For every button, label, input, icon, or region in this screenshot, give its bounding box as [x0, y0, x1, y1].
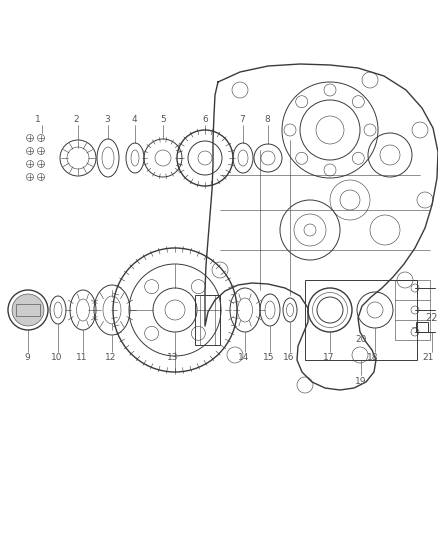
Text: 5: 5 [160, 115, 166, 124]
Bar [305, 280, 417, 360]
Bar [395, 280, 430, 340]
Text: 16: 16 [283, 353, 295, 362]
Text: 21: 21 [422, 353, 434, 362]
Text: 20: 20 [355, 335, 367, 344]
Text: 14: 14 [238, 353, 250, 362]
Text: 12: 12 [105, 353, 117, 362]
Text: 22: 22 [426, 313, 438, 323]
Text: 13: 13 [167, 353, 179, 362]
Text: 1: 1 [35, 115, 41, 124]
Text: 10: 10 [51, 353, 63, 362]
Text: 2: 2 [73, 115, 79, 124]
Text: 4: 4 [131, 115, 137, 124]
Bar [416, 322, 428, 332]
Text: 18: 18 [367, 353, 379, 362]
Text: 9: 9 [24, 353, 30, 362]
Bar [195, 295, 220, 345]
Text: 15: 15 [263, 353, 275, 362]
Text: 8: 8 [264, 115, 270, 124]
Text: 19: 19 [355, 377, 367, 386]
Text: 11: 11 [76, 353, 88, 362]
Text: 3: 3 [104, 115, 110, 124]
Bar [16, 304, 40, 316]
Text: 7: 7 [239, 115, 245, 124]
Circle shape [12, 294, 44, 326]
Text: 6: 6 [202, 115, 208, 124]
Text: 17: 17 [323, 353, 335, 362]
